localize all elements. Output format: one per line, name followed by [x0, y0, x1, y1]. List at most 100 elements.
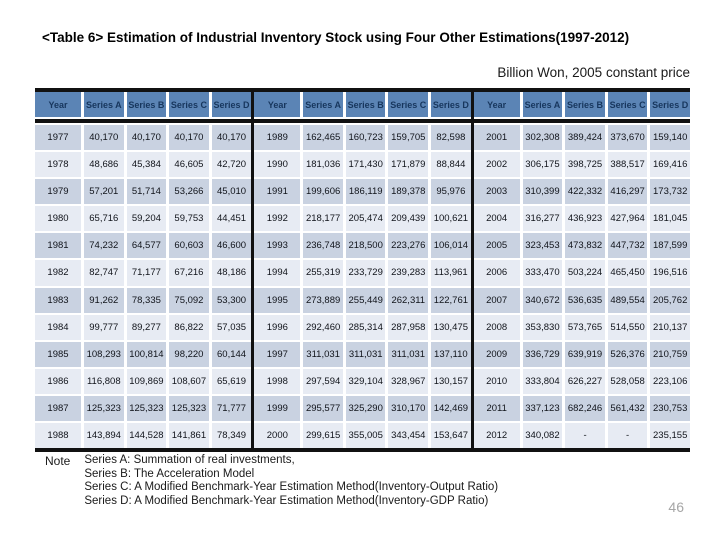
year-cell: 1986 — [35, 368, 81, 394]
value-cell: 639,919 — [565, 341, 605, 367]
year-cell: 2012 — [473, 422, 520, 448]
value-cell: 106,014 — [431, 233, 471, 259]
value-cell: 273,889 — [303, 287, 343, 313]
table-group-2001-2012: Year Series A Series B Series C Series D 2001… — [470, 92, 690, 448]
value-cell: 218,500 — [345, 233, 386, 259]
value-cell: 205,474 — [345, 206, 386, 232]
year-cell: 1999 — [254, 395, 301, 421]
column-header: Series B — [565, 92, 605, 117]
value-cell: 46,600 — [211, 233, 252, 259]
value-cell: 187,599 — [650, 233, 690, 259]
value-cell: 65,619 — [211, 368, 252, 394]
value-cell: 108,607 — [169, 368, 209, 394]
value-cell: 230,753 — [650, 395, 690, 421]
note-lines: Series A: Summation of real investments,… — [84, 454, 498, 508]
year-cell: 1996 — [254, 314, 301, 340]
value-cell: 333,470 — [522, 260, 563, 286]
value-cell: 53,266 — [169, 179, 209, 205]
note: Note Series A: Summation of real investm… — [45, 454, 498, 508]
value-cell: 295,577 — [303, 395, 343, 421]
value-cell: 142,469 — [431, 395, 471, 421]
value-cell: 297,594 — [303, 368, 343, 394]
value-cell: 98,220 — [169, 341, 209, 367]
column-header: Year — [254, 92, 301, 117]
value-cell: 40,170 — [211, 125, 252, 151]
value-cell: 74,232 — [84, 233, 124, 259]
value-cell: 116,808 — [84, 368, 124, 394]
value-cell: 436,923 — [565, 206, 605, 232]
value-cell: 323,453 — [522, 233, 563, 259]
value-cell: 113,961 — [431, 260, 471, 286]
value-cell: - — [565, 422, 605, 448]
value-cell: 181,045 — [650, 206, 690, 232]
value-cell: 340,082 — [522, 422, 563, 448]
value-cell: 46,605 — [169, 152, 209, 178]
value-cell: 44,451 — [211, 206, 252, 232]
value-cell: 130,475 — [431, 314, 471, 340]
year-cell: 1978 — [35, 152, 81, 178]
value-cell: 316,277 — [522, 206, 563, 232]
value-cell: 210,759 — [650, 341, 690, 367]
year-cell: 1998 — [254, 368, 301, 394]
value-cell: 573,765 — [565, 314, 605, 340]
value-cell: 108,293 — [84, 341, 124, 367]
year-cell: 2003 — [473, 179, 520, 205]
value-cell: 526,376 — [607, 341, 648, 367]
value-cell: 71,777 — [211, 395, 252, 421]
value-cell: 333,804 — [522, 368, 563, 394]
value-cell: 311,031 — [345, 341, 386, 367]
value-cell: 189,378 — [388, 179, 429, 205]
value-cell: 40,170 — [169, 125, 209, 151]
value-cell: 353,830 — [522, 314, 563, 340]
value-cell: 329,104 — [345, 368, 386, 394]
year-cell: 2006 — [473, 260, 520, 286]
value-cell: 447,732 — [607, 233, 648, 259]
year-cell: 1983 — [35, 287, 81, 313]
year-cell: 2002 — [473, 152, 520, 178]
column-header: Series B — [126, 92, 167, 117]
value-cell: 88,844 — [431, 152, 471, 178]
value-cell: 389,424 — [565, 125, 605, 151]
column-header: Series C — [388, 92, 429, 117]
value-cell: 239,283 — [388, 260, 429, 286]
value-cell: 75,092 — [169, 287, 209, 313]
table-group-1977-1988: Year Series A Series B Series C Series D 1977… — [35, 92, 252, 448]
value-cell: 171,879 — [388, 152, 429, 178]
value-cell: 57,035 — [211, 314, 252, 340]
value-cell: 64,577 — [126, 233, 167, 259]
value-cell: 40,170 — [126, 125, 167, 151]
value-cell: 262,311 — [388, 287, 429, 313]
value-cell: 236,748 — [303, 233, 343, 259]
year-cell: 1994 — [254, 260, 301, 286]
value-cell: 416,297 — [607, 179, 648, 205]
value-cell: 60,603 — [169, 233, 209, 259]
value-cell: 109,869 — [126, 368, 167, 394]
year-cell: 1990 — [254, 152, 301, 178]
value-cell: 325,290 — [345, 395, 386, 421]
value-cell: 173,732 — [650, 179, 690, 205]
value-cell: 78,349 — [211, 422, 252, 448]
year-cell: 2011 — [473, 395, 520, 421]
value-cell: 422,332 — [565, 179, 605, 205]
note-line: Series C: A Modified Benchmark-Year Esti… — [84, 481, 499, 493]
year-cell: 1984 — [35, 314, 81, 340]
value-cell: 82,598 — [431, 125, 471, 151]
year-cell: 1995 — [254, 287, 301, 313]
column-header: Year — [473, 92, 520, 117]
column-header: Series D — [211, 92, 252, 117]
value-cell: 311,031 — [388, 341, 429, 367]
value-cell: 169,416 — [650, 152, 690, 178]
value-cell: 159,140 — [650, 125, 690, 151]
value-cell: 162,465 — [303, 125, 343, 151]
column-header: Series C — [607, 92, 648, 117]
value-cell: 388,517 — [607, 152, 648, 178]
value-cell: 489,554 — [607, 287, 648, 313]
value-cell: 328,967 — [388, 368, 429, 394]
value-cell: 306,175 — [522, 152, 563, 178]
year-cell: 1992 — [254, 206, 301, 232]
year-cell: 1991 — [254, 179, 301, 205]
year-cell: 1977 — [35, 125, 81, 151]
year-cell: 2008 — [473, 314, 520, 340]
column-header: Series D — [650, 92, 690, 117]
